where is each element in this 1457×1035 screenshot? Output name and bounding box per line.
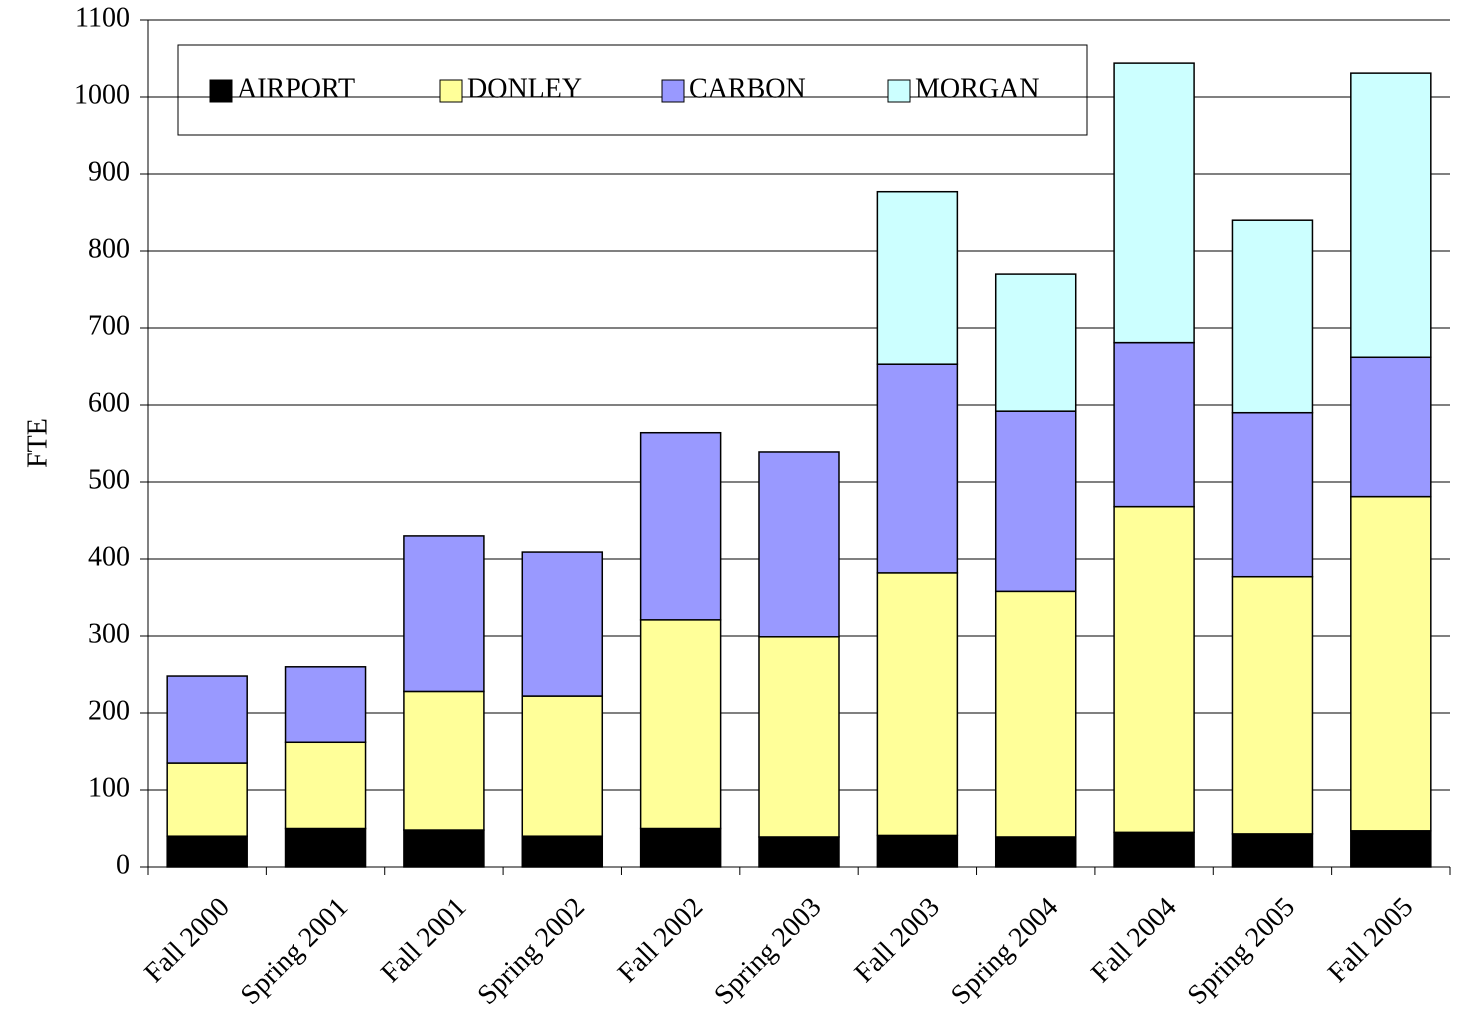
y-tick-label: 1000 — [74, 79, 130, 110]
x-tick-label: Spring 2002 — [472, 892, 591, 1011]
bar-segment — [758, 836, 840, 868]
x-tick-label: Spring 2005 — [1182, 892, 1301, 1011]
bar-segment — [521, 695, 604, 837]
y-tick-label: 100 — [88, 772, 130, 803]
x-tick-label: Fall 2005 — [1322, 892, 1419, 989]
legend-label: CARBON — [689, 73, 806, 104]
bar-segment — [521, 551, 604, 697]
bar-segment — [1231, 575, 1314, 835]
bar-segment — [639, 431, 722, 621]
x-tick-label: Spring 2004 — [945, 892, 1064, 1011]
legend-box — [177, 44, 1088, 136]
bar-segment — [994, 590, 1077, 838]
x-tick-label: Spring 2003 — [708, 892, 827, 1011]
bar-segment — [994, 273, 1077, 412]
bar-segment — [1113, 831, 1195, 868]
x-tick-label: Fall 2002 — [612, 892, 709, 989]
y-tick-label: 200 — [88, 695, 130, 726]
legend-swatch — [209, 79, 233, 103]
y-tick-label: 1100 — [75, 2, 130, 33]
bar-segment — [284, 741, 367, 830]
bar-segment — [1113, 505, 1195, 834]
y-tick-label: 800 — [88, 233, 130, 264]
bar-segment — [403, 690, 485, 831]
bar-segment — [876, 834, 959, 868]
legend-swatch — [661, 79, 685, 103]
bar-segment — [1350, 72, 1432, 359]
bar-segment — [758, 636, 840, 838]
legend-label: DONLEY — [467, 73, 582, 104]
legend-label: MORGAN — [915, 73, 1039, 104]
x-tick-label: Spring 2001 — [235, 892, 354, 1011]
legend-label: AIRPORT — [237, 73, 355, 104]
bar-segment — [876, 363, 959, 574]
bar-segment — [403, 829, 485, 868]
bar-segment — [876, 190, 959, 365]
y-tick-label: 500 — [88, 464, 130, 495]
bar-segment — [521, 835, 604, 868]
x-tick-label: Fall 2001 — [375, 892, 472, 989]
legend-swatch — [439, 79, 463, 103]
legend-swatch — [887, 79, 911, 103]
bar-segment — [1113, 341, 1195, 508]
bar-segment — [1231, 219, 1314, 414]
bar-segment — [166, 835, 248, 868]
x-tick-label: Fall 2003 — [849, 892, 946, 989]
bar-segment — [166, 762, 248, 837]
y-tick-label: 0 — [116, 849, 130, 880]
bar-segment — [1350, 495, 1432, 832]
bar-segment — [639, 619, 722, 830]
bar-segment — [166, 675, 248, 764]
bar-segment — [1231, 411, 1314, 578]
x-tick-label: Fall 2004 — [1085, 892, 1182, 989]
bar-segment — [284, 666, 367, 744]
bar-segment — [994, 836, 1077, 868]
y-tick-label: 400 — [88, 541, 130, 572]
y-tick-label: 900 — [88, 156, 130, 187]
bar-segment — [1350, 356, 1432, 498]
bar-segment — [403, 535, 485, 693]
x-tick-label: Fall 2000 — [138, 892, 235, 989]
bar-segment — [284, 827, 367, 868]
y-axis-label: FTE — [22, 418, 53, 468]
bar-segment — [1350, 830, 1432, 868]
bar-segment — [994, 410, 1077, 593]
bar-segment — [876, 572, 959, 837]
y-tick-label: 600 — [88, 387, 130, 418]
y-tick-label: 300 — [88, 618, 130, 649]
y-tick-label: 700 — [88, 310, 130, 341]
bar-segment — [1113, 62, 1195, 344]
bar-segment — [1231, 833, 1314, 868]
bar-segment — [639, 827, 722, 868]
bar-segment — [758, 451, 840, 638]
